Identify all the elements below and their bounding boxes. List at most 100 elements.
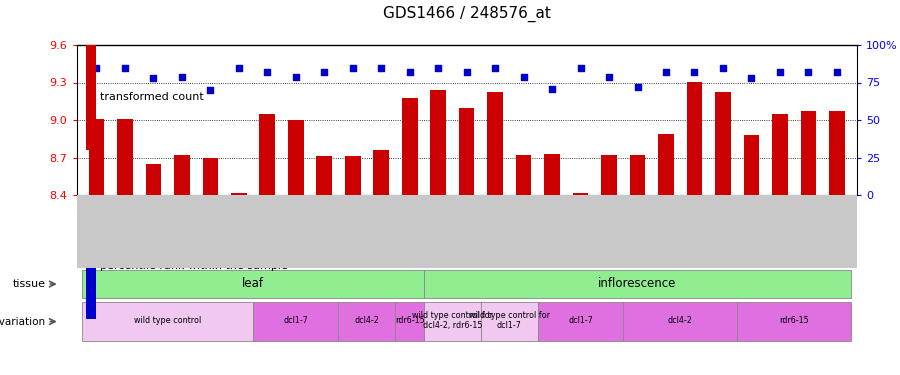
Bar <box>716 93 731 195</box>
Bar <box>487 93 503 195</box>
Bar <box>402 98 418 195</box>
Point <box>716 64 730 70</box>
Text: rdr6-15: rdr6-15 <box>395 316 425 325</box>
Bar <box>288 120 303 195</box>
Bar <box>658 134 674 195</box>
Text: transformed count: transformed count <box>100 93 203 102</box>
Bar <box>424 270 851 298</box>
Point <box>317 69 331 75</box>
Text: GSM65930: GSM65930 <box>463 201 472 250</box>
Text: GSM65920: GSM65920 <box>263 201 272 250</box>
Text: dcl1-7: dcl1-7 <box>284 316 308 325</box>
Bar <box>317 156 332 195</box>
Text: GSM65929: GSM65929 <box>434 201 443 250</box>
Text: GSM65919: GSM65919 <box>148 201 157 250</box>
Bar <box>743 135 760 195</box>
Bar <box>338 302 395 341</box>
Point <box>659 69 673 75</box>
Bar <box>544 154 560 195</box>
Bar <box>687 82 702 195</box>
Text: GSM65921: GSM65921 <box>292 201 301 250</box>
Text: wild type control: wild type control <box>134 316 202 325</box>
Text: GSM65942: GSM65942 <box>633 201 642 250</box>
Text: GSM65918: GSM65918 <box>121 201 130 250</box>
Bar <box>231 192 247 195</box>
Bar <box>572 192 589 195</box>
Point <box>630 84 644 90</box>
Point <box>289 74 303 80</box>
Bar <box>801 111 816 195</box>
Text: GSM65931: GSM65931 <box>491 201 500 250</box>
Bar <box>624 302 737 341</box>
Point <box>431 64 446 70</box>
Point <box>688 69 702 75</box>
Point <box>460 69 474 75</box>
Point <box>260 69 274 75</box>
Text: GSM65937: GSM65937 <box>832 201 842 250</box>
Point <box>488 64 502 70</box>
Bar <box>516 155 531 195</box>
Text: dcl4-2: dcl4-2 <box>355 316 380 325</box>
Text: GSM65941: GSM65941 <box>605 201 614 250</box>
Text: GSM65922: GSM65922 <box>320 201 328 250</box>
Text: GSM65936: GSM65936 <box>804 201 813 250</box>
Text: GSM65932: GSM65932 <box>690 201 699 250</box>
Bar <box>459 108 474 195</box>
Bar <box>772 114 788 195</box>
Point <box>830 69 844 75</box>
Bar <box>259 114 275 195</box>
Point <box>517 74 531 80</box>
Bar <box>601 155 617 195</box>
Point <box>374 64 389 70</box>
Bar <box>86 214 96 319</box>
Text: GSM65925: GSM65925 <box>405 201 414 250</box>
Text: wild type control for
dcl1-7: wild type control for dcl1-7 <box>469 311 550 330</box>
Text: tissue: tissue <box>13 279 46 289</box>
Text: GSM65933: GSM65933 <box>718 201 727 250</box>
Bar <box>374 150 389 195</box>
Point <box>89 64 104 70</box>
Bar <box>88 119 104 195</box>
Bar <box>737 302 851 341</box>
Bar <box>117 119 132 195</box>
Point <box>146 75 160 81</box>
Text: GSM65939: GSM65939 <box>547 201 556 250</box>
Bar <box>174 155 190 195</box>
Bar <box>538 302 624 341</box>
Point <box>773 69 788 75</box>
Bar <box>82 270 424 298</box>
Point <box>402 69 417 75</box>
Bar <box>395 302 424 341</box>
Text: dcl4-2: dcl4-2 <box>668 316 693 325</box>
Bar <box>430 90 446 195</box>
Bar <box>424 302 481 341</box>
Text: GDS1466 / 248576_at: GDS1466 / 248576_at <box>382 6 551 22</box>
Point <box>602 74 616 80</box>
Point <box>544 86 559 92</box>
Text: percentile rank within the sample: percentile rank within the sample <box>100 261 288 271</box>
Bar <box>82 302 253 341</box>
Point <box>573 64 588 70</box>
Text: GSM65923: GSM65923 <box>348 201 357 250</box>
Text: GSM65926: GSM65926 <box>177 201 186 250</box>
Text: rdr6-15: rdr6-15 <box>779 316 809 325</box>
Point <box>118 64 132 70</box>
Bar <box>202 158 218 195</box>
Text: wild type control for
dcl4-2, rdr6-15: wild type control for dcl4-2, rdr6-15 <box>412 311 493 330</box>
Bar <box>253 302 338 341</box>
Text: GSM65917: GSM65917 <box>92 201 101 250</box>
Bar <box>86 45 96 150</box>
Bar <box>829 111 845 195</box>
Text: GSM65927: GSM65927 <box>206 201 215 250</box>
Text: dcl1-7: dcl1-7 <box>568 316 593 325</box>
Bar <box>345 156 361 195</box>
Text: GSM65928: GSM65928 <box>234 201 243 250</box>
Text: GSM65940: GSM65940 <box>576 201 585 250</box>
Text: GSM65924: GSM65924 <box>377 201 386 250</box>
Point <box>175 74 189 80</box>
Point <box>203 87 218 93</box>
Text: inflorescence: inflorescence <box>598 277 677 290</box>
Text: GSM65935: GSM65935 <box>776 201 785 250</box>
Text: GSM65943: GSM65943 <box>662 201 670 250</box>
Text: GSM65938: GSM65938 <box>519 201 528 250</box>
